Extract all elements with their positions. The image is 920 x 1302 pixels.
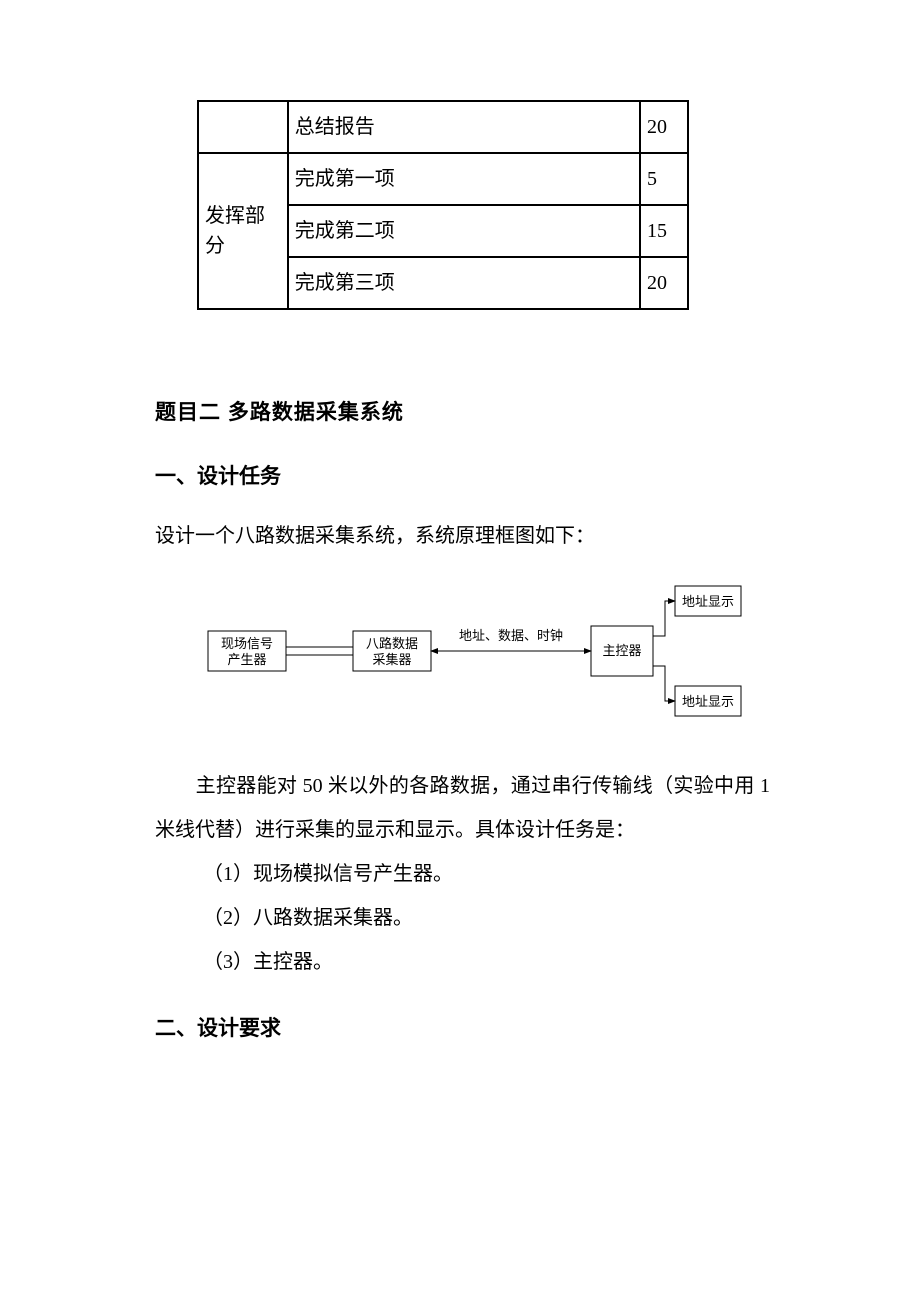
- list-item: （3）主控器。: [155, 940, 770, 984]
- cell: 完成第一项: [288, 153, 640, 205]
- block-diagram: 现场信号 产生器 八路数据 采集器 主控器 地址显示 地址显示 地址、数据、时钟: [183, 576, 743, 728]
- intro-paragraph: 设计一个八路数据采集系统，系统原理框图如下：: [155, 518, 770, 554]
- svg-text:产生器: 产生器: [227, 652, 266, 667]
- topic-title: 题目二 多路数据采集系统: [155, 396, 770, 426]
- section-heading: 一、设计任务: [155, 460, 770, 490]
- cell: [198, 101, 288, 153]
- cell: 5: [640, 153, 688, 205]
- edge-label: 地址、数据、时钟: [458, 628, 562, 643]
- section-heading: 二、设计要求: [155, 1012, 770, 1042]
- score-table: 总结报告 20 发挥部分 完成第一项 5 完成第二项 15 完成第三项 20: [197, 100, 689, 310]
- node-signal-generator: 现场信号 产生器: [208, 631, 286, 671]
- svg-text:主控器: 主控器: [602, 643, 641, 658]
- node-addr-display-top: 地址显示: [675, 586, 741, 616]
- svg-text:地址显示: 地址显示: [681, 594, 733, 609]
- table-row: 总结报告 20: [198, 101, 688, 153]
- cell: 总结报告: [288, 101, 640, 153]
- cell: 15: [640, 205, 688, 257]
- node-addr-display-bottom: 地址显示: [675, 686, 741, 716]
- node-data-collector: 八路数据 采集器: [353, 631, 431, 671]
- flowchart-svg: 现场信号 产生器 八路数据 采集器 主控器 地址显示 地址显示 地址、数据、时钟: [183, 576, 743, 728]
- node-main-controller: 主控器: [591, 626, 653, 676]
- edge-elbow-down: [653, 666, 675, 701]
- svg-text:现场信号: 现场信号: [220, 636, 272, 651]
- main-paragraph: 主控器能对 50 米以外的各路数据，通过串行传输线（实验中用 1 米线代替）进行…: [155, 764, 770, 852]
- svg-text:采集器: 采集器: [372, 652, 411, 667]
- table-row: 发挥部分 完成第一项 5: [198, 153, 688, 205]
- cell-rowspan: 发挥部分: [198, 153, 288, 309]
- cell: 完成第三项: [288, 257, 640, 309]
- edge-elbow-up: [653, 601, 675, 636]
- svg-text:地址显示: 地址显示: [681, 694, 733, 709]
- cell: 20: [640, 257, 688, 309]
- list-item: （2）八路数据采集器。: [155, 896, 770, 940]
- cell: 20: [640, 101, 688, 153]
- task-list: （1）现场模拟信号产生器。 （2）八路数据采集器。 （3）主控器。: [155, 852, 770, 984]
- list-item: （1）现场模拟信号产生器。: [155, 852, 770, 896]
- cell: 完成第二项: [288, 205, 640, 257]
- svg-text:八路数据: 八路数据: [365, 636, 417, 651]
